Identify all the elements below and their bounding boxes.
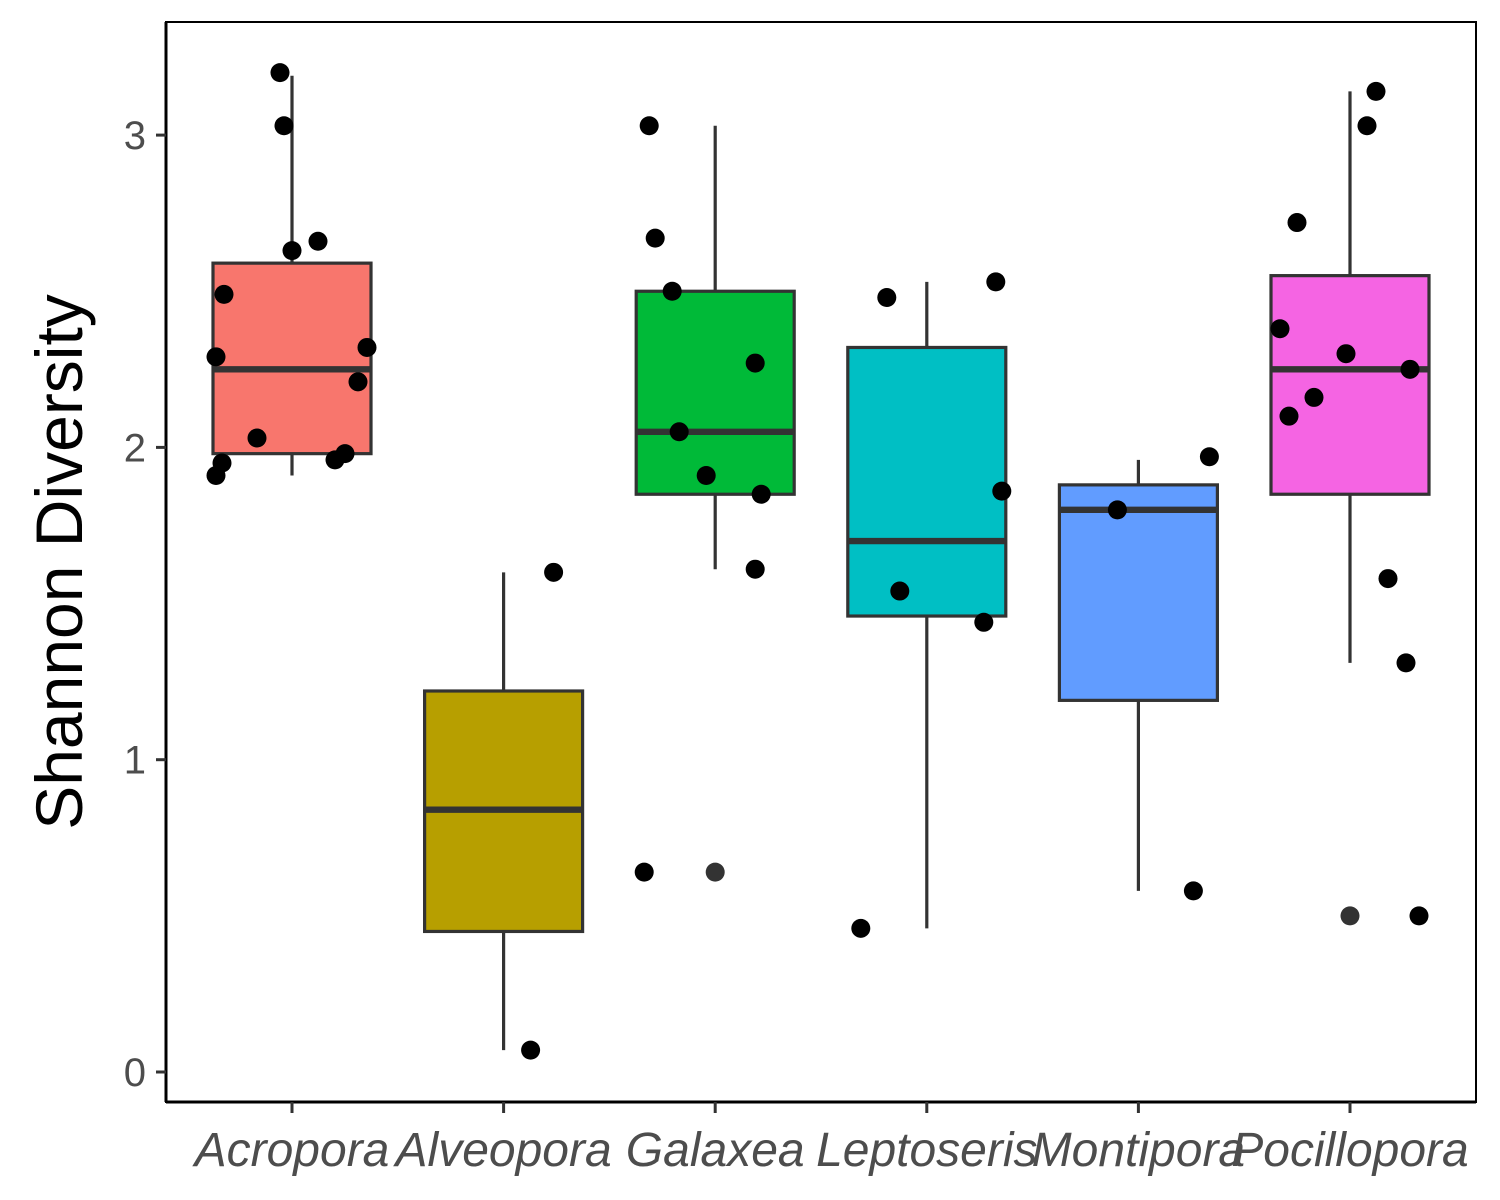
data-point-acropora bbox=[274, 116, 294, 136]
data-point-pocillopora bbox=[1396, 653, 1416, 673]
y-tick-label: 2 bbox=[124, 426, 146, 470]
data-point-acropora bbox=[247, 428, 267, 448]
y-axis-title: Shannon Diversity bbox=[22, 294, 96, 830]
data-point-galaxea bbox=[634, 862, 654, 882]
box-galaxea bbox=[634, 289, 796, 496]
data-point-leptoseris bbox=[974, 612, 994, 632]
data-point-pocillopora bbox=[1287, 213, 1307, 233]
data-point-acropora bbox=[214, 284, 234, 304]
y-ticks-layer: 0 1 2 3 bbox=[124, 114, 166, 1095]
x-tick-label: Acropora bbox=[192, 1124, 390, 1177]
y-tick-label: 0 bbox=[124, 1051, 146, 1095]
data-point-acropora bbox=[282, 241, 302, 261]
outlier-galaxea bbox=[705, 862, 725, 882]
data-point-acropora bbox=[206, 466, 226, 486]
data-point-pocillopora bbox=[1279, 406, 1299, 426]
data-point-acropora bbox=[357, 337, 377, 357]
plot-panel bbox=[165, 21, 1477, 1103]
data-point-galaxea bbox=[745, 353, 765, 373]
x-tick-label: Pocillopora bbox=[1231, 1124, 1468, 1177]
data-point-galaxea bbox=[751, 484, 771, 504]
y-tick-label: 1 bbox=[124, 739, 146, 783]
data-point-pocillopora bbox=[1378, 569, 1398, 589]
data-point-leptoseris bbox=[986, 272, 1006, 292]
box-pocillopora bbox=[1269, 274, 1431, 496]
x-ticks-layer: Acropora Alveopora Galaxea LeptoserisMontip… bbox=[192, 1102, 1469, 1177]
data-point-leptoseris bbox=[992, 481, 1012, 501]
box-montipora bbox=[1057, 483, 1220, 702]
data-point-galaxea bbox=[745, 559, 765, 579]
data-point-galaxea bbox=[669, 422, 689, 442]
y-tick-label: 3 bbox=[124, 114, 146, 158]
data-point-leptoseris bbox=[877, 287, 897, 307]
data-point-pocillopora bbox=[1270, 319, 1290, 339]
data-point-pocillopora bbox=[1336, 344, 1356, 364]
data-point-leptoseris bbox=[851, 918, 871, 938]
data-point-acropora bbox=[348, 372, 368, 392]
data-point-galaxea bbox=[639, 116, 659, 136]
data-point-pocillopora bbox=[1409, 906, 1429, 926]
data-point-pocillopora bbox=[1366, 81, 1386, 101]
data-point-montipora bbox=[1183, 881, 1203, 901]
data-point-pocillopora bbox=[1304, 387, 1324, 407]
data-point-montipora bbox=[1199, 447, 1219, 467]
box-acropora bbox=[211, 261, 373, 456]
outliers-layer bbox=[705, 862, 1360, 926]
data-point-acropora bbox=[308, 231, 328, 251]
x-tick-label: Galaxea bbox=[626, 1124, 805, 1177]
data-point-pocillopora bbox=[1357, 116, 1377, 136]
data-point-alveopora bbox=[521, 1040, 541, 1060]
data-point-galaxea bbox=[696, 466, 716, 486]
data-point-acropora bbox=[325, 450, 345, 470]
data-point-acropora bbox=[206, 347, 226, 367]
data-point-galaxea bbox=[662, 281, 682, 301]
data-point-montipora bbox=[1107, 500, 1127, 520]
data-point-leptoseris bbox=[890, 581, 910, 601]
outlier-pocillopora bbox=[1340, 906, 1360, 926]
x-tick-label: Alveopora bbox=[393, 1124, 612, 1177]
points-layer bbox=[206, 63, 1429, 1060]
x-tick-label: Leptoseris bbox=[816, 1124, 1037, 1177]
data-point-galaxea bbox=[645, 228, 665, 248]
x-tick-label: Montipora bbox=[1032, 1124, 1245, 1177]
box-leptoseris bbox=[846, 345, 1008, 618]
data-point-alveopora bbox=[544, 562, 564, 582]
boxes-layer bbox=[211, 75, 1431, 1051]
data-point-acropora bbox=[270, 63, 290, 83]
data-point-pocillopora bbox=[1400, 359, 1420, 379]
